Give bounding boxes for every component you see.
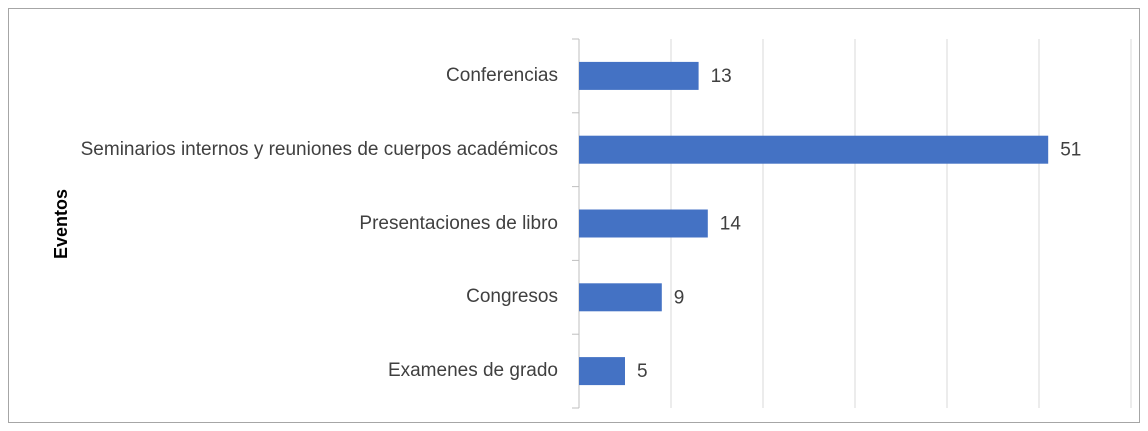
category-text: Congresos [466, 286, 558, 308]
bar [579, 283, 662, 312]
data-label: 51 [1060, 140, 1081, 161]
bar [579, 135, 1049, 164]
category-label: Congresos [60, 257, 558, 337]
bar [579, 61, 699, 90]
category-text: Presentaciones de libro [359, 212, 558, 234]
y-axis-title: Eventos [51, 189, 71, 259]
category-text: Examenes de grado [387, 360, 558, 382]
data-label: 14 [720, 214, 742, 235]
category-label: Presentaciones de libro [60, 184, 558, 264]
data-label: 9 [674, 287, 685, 308]
category-text: Seminarios internos y reuniones de cuerp… [80, 138, 558, 160]
bar [579, 357, 625, 386]
category-label: Examenes de grado [60, 331, 558, 411]
bar [579, 209, 708, 238]
chart-border [8, 8, 1140, 423]
data-label: 13 [711, 66, 732, 87]
category-label: Conferencias [60, 36, 558, 116]
data-label: 5 [637, 361, 648, 382]
category-label: Seminarios internos y reuniones de cuerp… [60, 110, 558, 190]
category-text: Conferencias [446, 64, 558, 86]
